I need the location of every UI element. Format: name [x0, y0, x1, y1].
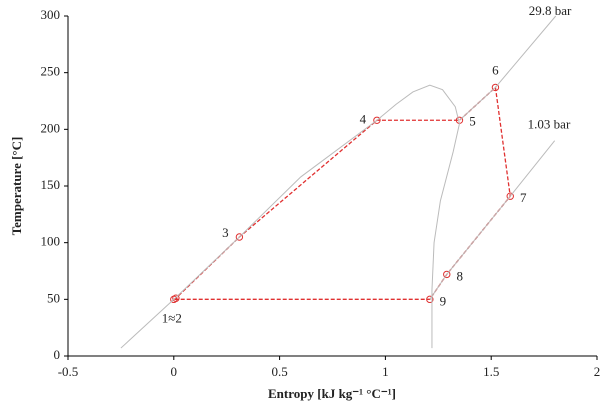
- point-label: 8: [457, 268, 464, 283]
- point-marker: [426, 295, 434, 304]
- series-line: [120, 84, 460, 349]
- y-axis-label: Temperature [°C]: [9, 137, 24, 236]
- y-tick-label: 100: [41, 234, 61, 249]
- y-tick-label: 300: [41, 7, 61, 22]
- x-tick-label: 0.5: [271, 364, 287, 379]
- point-label: 6: [492, 62, 499, 77]
- point-marker: [373, 116, 381, 124]
- y-tick-label: 150: [41, 177, 61, 192]
- point-label: 5: [469, 113, 476, 128]
- point-marker: [506, 192, 514, 200]
- point-label: 3: [222, 225, 229, 240]
- point-label: 9: [440, 293, 447, 308]
- y-tick-label: 200: [41, 120, 61, 135]
- x-tick-label: 2: [594, 364, 601, 379]
- line-label: 29.8 bar: [529, 3, 572, 18]
- series-line: [429, 140, 556, 300]
- x-tick-label: 1.5: [483, 364, 499, 379]
- y-tick-label: 0: [54, 347, 61, 362]
- point-marker: [491, 83, 500, 92]
- x-tick-label: 1: [382, 364, 389, 379]
- point-label: 7: [520, 190, 527, 205]
- y-tick-label: 50: [47, 290, 60, 305]
- point-marker: [172, 294, 180, 302]
- x-axis-label: Entropy [kJ kg⁻¹ °C⁻¹]: [268, 386, 396, 401]
- point-label: 4: [360, 111, 367, 126]
- point-marker: [443, 270, 451, 279]
- point-marker: [235, 233, 244, 241]
- x-tick-label: -0.5: [58, 364, 79, 379]
- point-label: 1≈2: [162, 310, 182, 325]
- line-label: 1.03 bar: [528, 117, 571, 132]
- x-tick-label: 0: [171, 364, 178, 379]
- y-tick-label: 250: [41, 64, 61, 79]
- series-line: [459, 15, 557, 121]
